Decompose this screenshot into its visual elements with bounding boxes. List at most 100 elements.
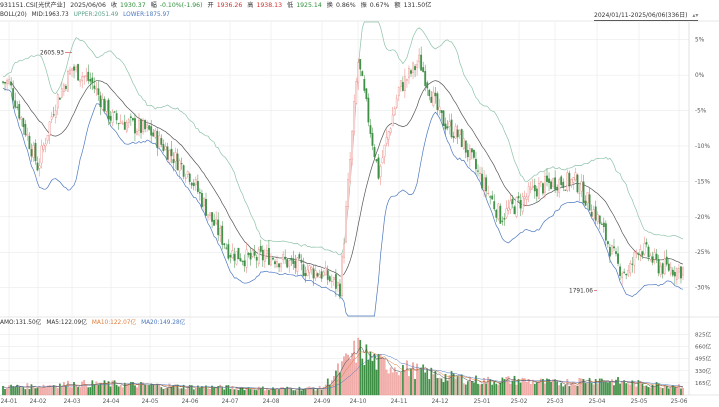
amo-bar	[237, 390, 240, 396]
candle-body	[290, 258, 293, 261]
amo-bar	[61, 386, 63, 396]
candle-body	[188, 173, 191, 182]
candle-body	[12, 88, 15, 101]
candle-layer	[2, 46, 684, 300]
amo-bar	[428, 379, 431, 396]
amo-bar	[97, 384, 100, 396]
boll-mid: MID:1963.73	[31, 12, 69, 18]
candle-body	[661, 263, 664, 274]
candle-body	[209, 212, 211, 216]
amo-bar	[89, 387, 92, 396]
amo-bar	[513, 375, 516, 396]
candle-body	[377, 157, 380, 179]
amo-bar	[132, 382, 134, 396]
candle-body	[276, 261, 278, 267]
x-tick-label: 24-09	[314, 399, 331, 405]
amo-bar	[127, 383, 130, 396]
amo-bar	[657, 383, 660, 396]
amo-bar	[306, 387, 309, 396]
candle-body	[205, 198, 207, 216]
x-tick-label: 24-12	[432, 399, 449, 405]
amo-bar	[426, 368, 429, 396]
candle-body	[653, 252, 656, 260]
amo-bar	[667, 388, 670, 396]
scroll-arrows-icon[interactable]: ▴▾	[692, 12, 699, 19]
candle-body	[203, 198, 205, 206]
amo-bar	[229, 388, 232, 396]
amo-bar	[464, 384, 467, 396]
amo-bar	[48, 385, 51, 396]
candle-body	[676, 268, 678, 280]
price-y-tick-label: -25%	[695, 250, 710, 256]
candle-body	[556, 186, 559, 191]
amo-bar	[103, 380, 106, 396]
candle-body	[40, 145, 43, 164]
candle-body	[434, 92, 437, 97]
candle-body	[229, 255, 232, 258]
candle-body	[44, 143, 47, 147]
axis-layer: 5% 0% -5% -10% -15% -20% -25% -30% 825亿 660亿 495亿 3…	[1, 38, 712, 405]
date-range-selector[interactable]: 2024/01/11-2025/06/06(336日) ▴▾	[594, 11, 699, 21]
amo-bar	[274, 389, 276, 396]
amo-bar	[270, 388, 272, 396]
amo-bar	[18, 386, 21, 396]
amo-bar	[609, 381, 611, 396]
candle-body	[619, 266, 621, 277]
candle-body	[117, 123, 120, 125]
amo-bar	[562, 386, 565, 396]
candle-body	[65, 85, 67, 89]
amo-bar	[397, 375, 400, 396]
candle-body	[261, 249, 264, 261]
candle-body	[257, 249, 260, 265]
candle-body	[633, 252, 636, 266]
amo-bar	[509, 383, 512, 396]
candle-body	[548, 178, 550, 183]
candle-body	[186, 171, 189, 175]
amo-bar	[176, 384, 179, 396]
amo-bar	[495, 383, 498, 396]
candle-body	[507, 207, 510, 211]
candle-body	[8, 79, 11, 84]
amo-bar	[52, 385, 55, 396]
candle-body	[373, 147, 376, 158]
amo-bar	[337, 363, 339, 396]
candle-body	[215, 218, 218, 224]
amo-bar	[146, 385, 148, 396]
turnover-label: 换	[326, 2, 333, 9]
amo-bar	[67, 380, 69, 396]
candle-body	[201, 193, 203, 208]
amo-bar	[621, 381, 623, 396]
candle-body	[566, 172, 569, 191]
amo-bar	[408, 376, 410, 396]
change-value: -0.10%(-1.96)	[159, 2, 203, 9]
amo-bar	[288, 388, 291, 396]
candle-body	[468, 148, 471, 160]
amo-bar	[566, 379, 569, 396]
candle-body	[483, 177, 485, 191]
amo-bar	[235, 387, 238, 396]
x-tick-label: 25-02	[511, 399, 528, 405]
candle-body	[105, 100, 108, 112]
candle-body	[123, 121, 126, 130]
amo-bar	[414, 378, 416, 396]
candle-body	[38, 165, 41, 169]
x-tick-label: 24-06	[182, 399, 199, 405]
candle-body	[337, 282, 339, 286]
amo-bar	[93, 384, 96, 396]
amo-bar	[420, 367, 423, 396]
amo-bar	[40, 388, 43, 396]
candle-body	[406, 79, 408, 81]
candle-body	[103, 98, 106, 112]
candle-body	[109, 115, 112, 121]
candle-body	[385, 137, 388, 144]
candle-body	[292, 258, 295, 264]
candle-body	[334, 274, 337, 289]
x-tick-label: 24-07	[222, 399, 239, 405]
candle-body	[657, 259, 660, 274]
candle-body	[56, 94, 59, 109]
amo-bar	[148, 385, 151, 396]
amo-bar	[95, 381, 98, 396]
amo-bar	[99, 383, 102, 396]
amo-bar	[647, 387, 650, 396]
